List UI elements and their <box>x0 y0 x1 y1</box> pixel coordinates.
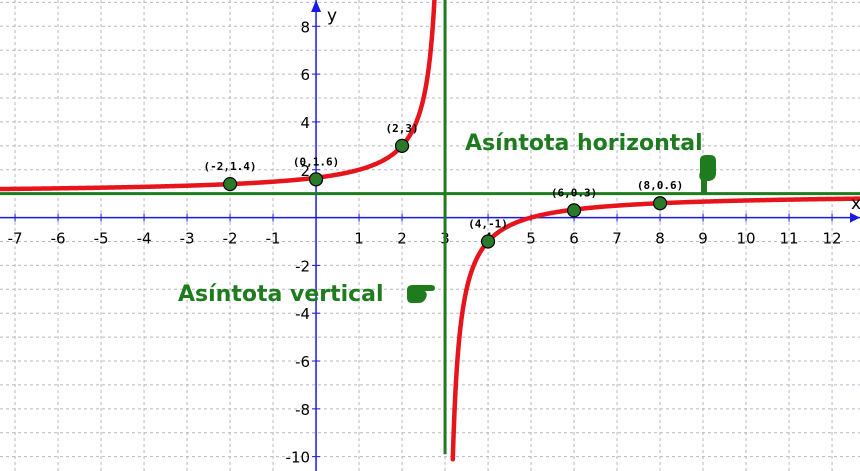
y-tick-label: 2 <box>301 162 311 180</box>
y-tick-label: -4 <box>295 305 310 323</box>
vertical-asymptote-label: Asíntota vertical <box>178 282 384 307</box>
x-tick-label: -4 <box>137 230 152 248</box>
y-tick-label: -8 <box>295 401 310 419</box>
x-tick-label: -6 <box>51 230 66 248</box>
pointing-hand-right-icon <box>407 285 435 303</box>
x-tick-label: 11 <box>780 230 799 248</box>
y-axis-name: y <box>327 6 337 26</box>
x-tick-label: -3 <box>180 230 195 248</box>
x-tick-label: 12 <box>823 230 842 248</box>
x-tick-label: 9 <box>698 230 708 248</box>
y-tick-label: 6 <box>301 66 311 84</box>
x-axis-arrow <box>850 212 860 223</box>
tick-labels: -7-6-5-4-3-2-1123456789101112-10-8-6-4-2… <box>8 18 842 466</box>
point-label: (-2,1.4) <box>204 160 257 173</box>
data-point <box>308 172 324 187</box>
x-tick-label: 2 <box>397 230 407 248</box>
asymptotes <box>0 0 860 455</box>
x-tick-label: 7 <box>612 230 622 248</box>
x-tick-label: -2 <box>223 230 238 248</box>
x-tick-label: -7 <box>8 230 23 248</box>
x-tick-label: 5 <box>526 230 536 248</box>
y-axis-arrow <box>311 0 322 12</box>
curve-left-branch <box>0 0 437 192</box>
data-point <box>652 196 668 211</box>
x-tick-label: -5 <box>94 230 109 248</box>
y-tick-label: -2 <box>295 257 310 275</box>
y-tick-label: -6 <box>295 353 310 371</box>
point-label: (2,3) <box>385 122 418 135</box>
pointing-hand-down-icon <box>699 155 716 194</box>
x-tick-label: 8 <box>655 230 665 248</box>
x-tick-label: -1 <box>266 230 281 248</box>
x-tick-label: 10 <box>737 230 756 248</box>
point-label: (0,1.6) <box>293 155 339 168</box>
x-axis-name: x <box>851 194 860 214</box>
y-tick-label: 8 <box>301 18 311 36</box>
horizontal-asymptote-label: Asíntota horizontal <box>465 131 703 156</box>
y-tick-label: 4 <box>301 114 311 132</box>
x-tick-label: 6 <box>569 230 579 248</box>
point-label: (6,0.3) <box>551 186 597 199</box>
point-label: (8,0.6) <box>637 179 683 192</box>
x-tick-label: 1 <box>354 230 364 248</box>
points: (-2,1.4) (0,1.6) (2,3) (4,-1) (6,0.3) (8,0.6) <box>204 122 683 249</box>
data-point <box>222 176 238 192</box>
y-tick-label: -10 <box>286 449 311 467</box>
data-point <box>480 234 496 249</box>
data-point <box>566 203 582 218</box>
point-label: (4,-1) <box>468 217 508 230</box>
data-point <box>394 138 410 153</box>
